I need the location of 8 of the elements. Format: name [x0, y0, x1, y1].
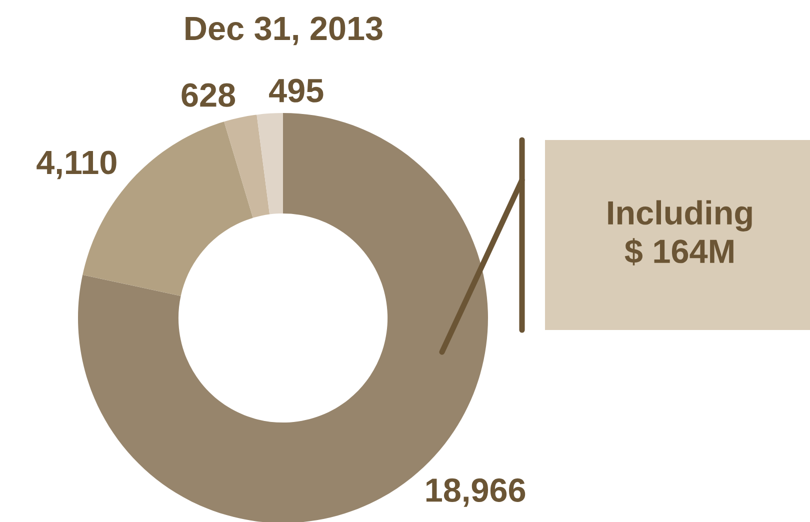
chart-title: Dec 31, 2013: [186, 16, 382, 46]
data-label: 628: [182, 83, 236, 107]
donut-slice: [256, 113, 283, 214]
data-label: 4,110: [36, 150, 116, 180]
donut-slice: [224, 114, 270, 218]
text: Including $ 164M: [608, 200, 752, 266]
data-label: 495: [269, 78, 324, 102]
data-label: 18,966: [426, 478, 526, 507]
